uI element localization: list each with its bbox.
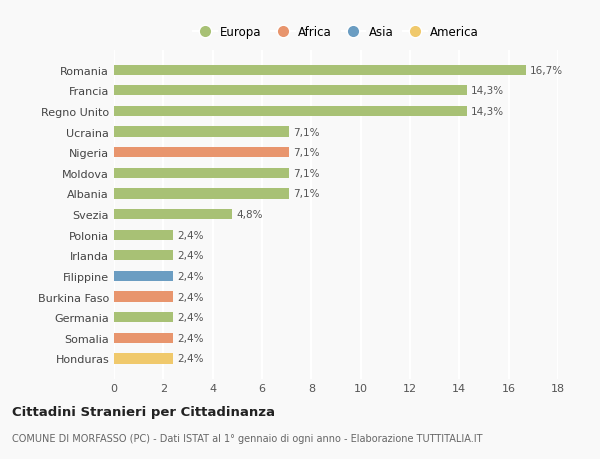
Text: 7,1%: 7,1% xyxy=(293,168,319,179)
Legend: Europa, Africa, Asia, America: Europa, Africa, Asia, America xyxy=(191,23,481,41)
Text: 2,4%: 2,4% xyxy=(177,271,203,281)
Text: 2,4%: 2,4% xyxy=(177,313,203,323)
Bar xyxy=(114,168,289,179)
Text: COMUNE DI MORFASSO (PC) - Dati ISTAT al 1° gennaio di ogni anno - Elaborazione T: COMUNE DI MORFASSO (PC) - Dati ISTAT al … xyxy=(12,433,482,442)
Bar xyxy=(114,312,173,323)
Text: 7,1%: 7,1% xyxy=(293,189,319,199)
Text: 2,4%: 2,4% xyxy=(177,230,203,240)
Bar xyxy=(114,189,289,199)
Bar xyxy=(114,292,173,302)
Text: 2,4%: 2,4% xyxy=(177,251,203,261)
Bar xyxy=(114,106,467,117)
Bar xyxy=(114,333,173,343)
Bar xyxy=(114,127,289,137)
Text: 14,3%: 14,3% xyxy=(470,86,503,96)
Bar xyxy=(114,86,467,96)
Bar xyxy=(114,65,526,76)
Text: 4,8%: 4,8% xyxy=(236,210,263,219)
Bar xyxy=(114,209,232,220)
Text: 16,7%: 16,7% xyxy=(530,66,563,76)
Bar xyxy=(114,230,173,241)
Bar xyxy=(114,271,173,281)
Text: 7,1%: 7,1% xyxy=(293,148,319,158)
Text: 2,4%: 2,4% xyxy=(177,333,203,343)
Text: 2,4%: 2,4% xyxy=(177,292,203,302)
Bar xyxy=(114,353,173,364)
Bar xyxy=(114,148,289,158)
Text: 14,3%: 14,3% xyxy=(470,106,503,117)
Text: 7,1%: 7,1% xyxy=(293,127,319,137)
Bar xyxy=(114,251,173,261)
Text: Cittadini Stranieri per Cittadinanza: Cittadini Stranieri per Cittadinanza xyxy=(12,405,275,419)
Text: 2,4%: 2,4% xyxy=(177,353,203,364)
